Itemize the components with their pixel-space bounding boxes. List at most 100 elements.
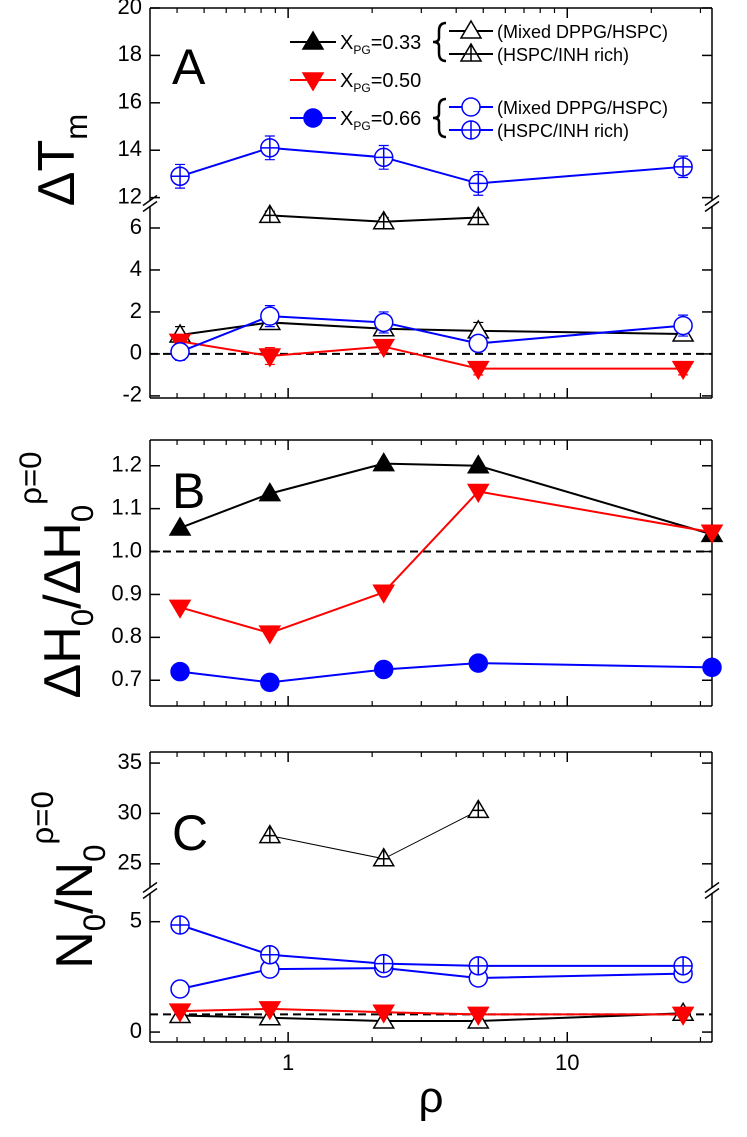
y-tick-label: 6 (130, 214, 142, 239)
axis-break (142, 881, 158, 894)
y-tick-label: 1.0 (111, 537, 142, 562)
data-marker (260, 945, 280, 965)
series-line (179, 462, 713, 536)
data-marker (671, 360, 695, 381)
legend-label: XPG=0.50 (340, 70, 421, 95)
data-marker (258, 625, 282, 645)
y-axis-label-part: 0 (77, 845, 112, 862)
legend-label-part: X (340, 108, 353, 130)
panel-label: A (172, 39, 206, 95)
data-marker (170, 661, 190, 682)
data-marker (170, 342, 190, 362)
data-marker (700, 524, 724, 544)
legend-marker (459, 42, 483, 62)
y-axis-label-part: m (59, 114, 94, 140)
y-axis-label-part: ρ=0 (25, 791, 60, 844)
y-tick-label: 14 (118, 136, 142, 161)
panel-label: C (172, 805, 208, 861)
legend-marker (461, 97, 481, 117)
data-marker (466, 206, 490, 226)
legend-label: (Mixed DPPG/HSPC) (497, 22, 668, 42)
y-axis-label-part: ΔT (28, 140, 86, 207)
y-axis-label-part: 0 (65, 505, 100, 522)
axis-break (704, 194, 720, 207)
data-marker (258, 482, 282, 502)
data-marker (260, 138, 280, 158)
data-marker (702, 657, 722, 678)
data-marker (372, 338, 396, 359)
data-marker (372, 847, 396, 867)
axis-break (704, 200, 720, 213)
data-marker (671, 1006, 695, 1026)
legend-label-part: X (340, 70, 353, 92)
data-marker (168, 599, 192, 619)
legend-label: XPG=0.66 (340, 108, 421, 133)
y-tick-label: 12 (118, 183, 142, 208)
series-line (179, 662, 713, 684)
data-marker (466, 360, 490, 381)
data-marker (168, 1003, 192, 1023)
y-tick-label: -2 (122, 382, 142, 407)
y-tick-label: 20 (118, 0, 142, 19)
data-marker (673, 315, 693, 336)
series-line (179, 490, 713, 635)
series-line (269, 809, 479, 860)
series-line (179, 967, 684, 990)
data-marker (258, 348, 282, 368)
data-marker (468, 333, 489, 354)
y-axis-label: ΔTm (28, 114, 94, 206)
y-tick-label: 0 (130, 1018, 142, 1043)
y-axis-label: N0/N0ρ=0 (25, 791, 112, 969)
series-line (179, 315, 684, 353)
data-marker (260, 306, 280, 326)
axis-break (704, 887, 720, 900)
data-marker (466, 798, 490, 819)
data-marker (466, 483, 490, 503)
y-tick-label: 0.8 (111, 623, 142, 648)
y-tick-label: 4 (130, 256, 142, 281)
data-marker (372, 1004, 396, 1024)
legend-label-part: PG (353, 43, 370, 57)
legend-label-part: =0.33 (371, 32, 422, 54)
data-marker (170, 166, 190, 187)
legend-label-part: =0.66 (371, 108, 422, 130)
y-axis-label-part: 0 (65, 609, 100, 626)
legend-label-part: X (340, 32, 353, 54)
y-axis-label-part: /ΔH (34, 522, 92, 609)
y-tick-label: 18 (118, 41, 142, 66)
data-marker (468, 956, 489, 976)
data-marker (372, 210, 396, 230)
data-marker (373, 147, 394, 168)
y-axis-label-part: ΔH (34, 626, 92, 698)
series-line (179, 340, 684, 370)
legend-label-part: =0.50 (371, 70, 422, 92)
data-marker (373, 312, 394, 333)
data-marker (673, 157, 693, 177)
legend-marker (303, 108, 323, 128)
legend-marker (459, 19, 483, 39)
y-axis-label-part: N (46, 931, 104, 969)
panel-label: B (172, 463, 205, 519)
y-tick-label: 5 (130, 908, 142, 933)
legend-label: XPG=0.33 (340, 32, 421, 57)
legend-label-part: PG (353, 119, 370, 133)
data-marker (466, 454, 490, 474)
y-axis-label-part: ρ=0 (13, 451, 48, 504)
legend-brace (432, 97, 447, 139)
data-marker (466, 1006, 490, 1026)
data-marker (170, 979, 190, 999)
axis-break (142, 887, 158, 900)
data-marker (468, 173, 489, 194)
data-marker (258, 203, 282, 224)
legend-marker (301, 72, 325, 92)
legend-label: (HSPC/INH rich) (497, 121, 629, 141)
legend-brace (432, 21, 447, 63)
data-marker (260, 672, 280, 693)
legend-label: (HSPC/INH rich) (497, 45, 629, 65)
legend-marker (461, 120, 481, 140)
data-marker (170, 915, 190, 935)
y-axis-label-part: 0 (77, 914, 112, 931)
y-tick-label: 0.9 (111, 580, 142, 605)
data-marker (373, 953, 394, 974)
